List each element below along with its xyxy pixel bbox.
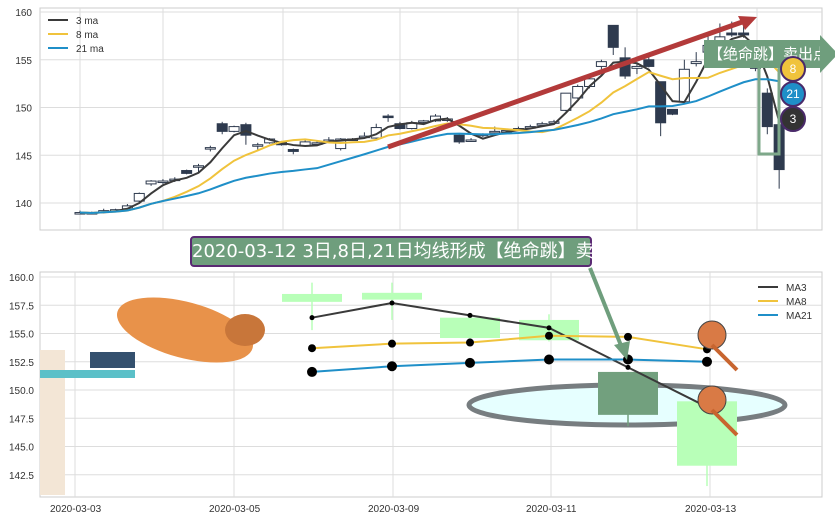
parachute-icon (697, 320, 727, 350)
ma21-point (307, 366, 317, 377)
candle (690, 61, 702, 65)
candle (133, 192, 145, 202)
candle (607, 24, 619, 48)
ma8-point (388, 339, 396, 348)
legend-label: 8 ma (76, 30, 99, 41)
candle (204, 147, 216, 150)
y-tick-label: 142.5 (9, 471, 34, 482)
candle (382, 115, 394, 119)
candle (362, 292, 422, 300)
y-tick-label: 160.0 (9, 273, 34, 284)
candle (370, 127, 382, 139)
ma8-point (308, 344, 316, 353)
ma8-line (79, 57, 780, 215)
dog-head (225, 314, 265, 346)
candle (560, 92, 572, 111)
ma8-point (466, 338, 474, 347)
x-tick-label: 2020-03-11 (526, 504, 577, 515)
candle (453, 134, 465, 143)
candle (287, 149, 299, 152)
ma3-point (309, 315, 315, 321)
legend-label: 21 ma (76, 44, 104, 55)
candle (282, 293, 342, 302)
parachutist-icon (710, 343, 739, 372)
ma21-badge: 21 (780, 81, 806, 107)
candle (643, 59, 655, 67)
x-tick-label: 2020-03-05 (209, 504, 261, 515)
y-tick-label: 150 (15, 104, 32, 115)
ma3-badge: 3 (780, 106, 806, 132)
board-block (90, 352, 135, 368)
y-tick-label: 147.5 (9, 414, 34, 425)
ma3-line (79, 34, 781, 215)
candle (572, 85, 584, 99)
ma21-line (311, 358, 708, 373)
ma21-point (387, 361, 397, 372)
ma8-badge: 8 (780, 56, 806, 82)
candle (240, 124, 252, 136)
candle (598, 371, 658, 415)
candle (145, 180, 157, 185)
x-tick-label: 2020-03-13 (685, 504, 737, 515)
ma3-line (311, 301, 708, 408)
diving-board (40, 370, 135, 378)
candle (252, 144, 264, 147)
candle (489, 130, 501, 134)
y-tick-label: 140 (15, 199, 32, 210)
y-tick-label: 150.0 (9, 386, 34, 397)
parachute-icon (697, 385, 727, 415)
y-tick-label: 155 (15, 56, 32, 67)
signal-annotation: 2020-03-12 3日,8日,21日均线形成【绝命跳】卖出点 (190, 236, 630, 267)
ma3-point (625, 364, 631, 370)
candle (465, 139, 477, 142)
ma21-point (544, 354, 554, 365)
legend-label: MA3 (786, 283, 807, 294)
ma21-line (79, 78, 780, 215)
legend-label: MA21 (786, 311, 813, 322)
candle (181, 170, 193, 174)
y-tick-label: 152.5 (9, 358, 34, 369)
ma21-point (465, 357, 475, 368)
candle (440, 317, 500, 339)
ma8-point (624, 332, 632, 341)
candle (726, 32, 738, 36)
candle (667, 108, 678, 115)
candle (157, 180, 169, 184)
legend-label: MA8 (786, 297, 807, 308)
candle (193, 165, 204, 168)
trend-arrow-head (738, 16, 757, 30)
candle (216, 123, 228, 132)
ma3-point (467, 312, 473, 318)
y-tick-label: 145.0 (9, 443, 34, 454)
annotation-arrow (588, 267, 624, 349)
dog-illustration (116, 297, 254, 363)
y-tick-label: 145 (15, 151, 32, 162)
ma3-point (389, 300, 395, 306)
trend-arrow (387, 18, 746, 150)
candle (228, 126, 240, 132)
parachutist-icon (710, 408, 739, 437)
candle (631, 65, 643, 69)
ma8-point (545, 331, 553, 340)
x-tick-label: 2020-03-09 (368, 504, 420, 515)
y-tick-label: 157.5 (9, 301, 34, 312)
y-tick-label: 155.0 (9, 330, 34, 341)
ma21-point (702, 356, 712, 367)
candle (761, 92, 773, 128)
ma3-point (546, 325, 552, 331)
candle (655, 81, 667, 124)
x-tick-label: 2020-03-03 (50, 504, 102, 515)
ma8-line (311, 334, 708, 351)
y-tick-label: 160 (15, 8, 32, 19)
annotation-arrow-head (614, 341, 630, 360)
candle (595, 61, 607, 67)
legend-label: 3 ma (76, 16, 99, 27)
